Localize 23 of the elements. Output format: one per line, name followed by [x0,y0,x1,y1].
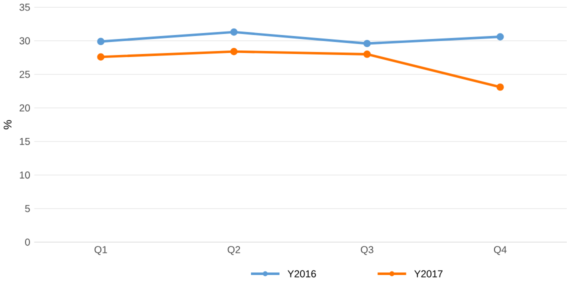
point [363,40,371,48]
point [97,53,104,61]
legend-label: Y2016 [288,270,316,278]
y-tick-label: 15 [20,138,30,146]
x-tick-label: Q4 [494,246,507,256]
legend-label: Y2017 [414,270,442,278]
y-tick-label: 25 [20,70,30,78]
point [230,28,238,36]
point [97,38,104,46]
y-tick-label: 20 [20,104,30,112]
x-tick-label: Q1 [94,246,107,256]
point [496,84,504,91]
x-tick-label: Q3 [360,246,374,256]
point [363,50,371,58]
y-tick-label: 0 [25,238,30,246]
point [230,48,238,56]
y-tick-label: 30 [20,37,30,45]
y-tick-label: 5 [25,205,30,212]
x-tick-label: Q2 [228,246,240,256]
y-axis-title: % [4,120,12,130]
y-tick-label: 10 [20,172,30,179]
y-tick-label: 35 [20,4,30,11]
point [496,33,504,41]
